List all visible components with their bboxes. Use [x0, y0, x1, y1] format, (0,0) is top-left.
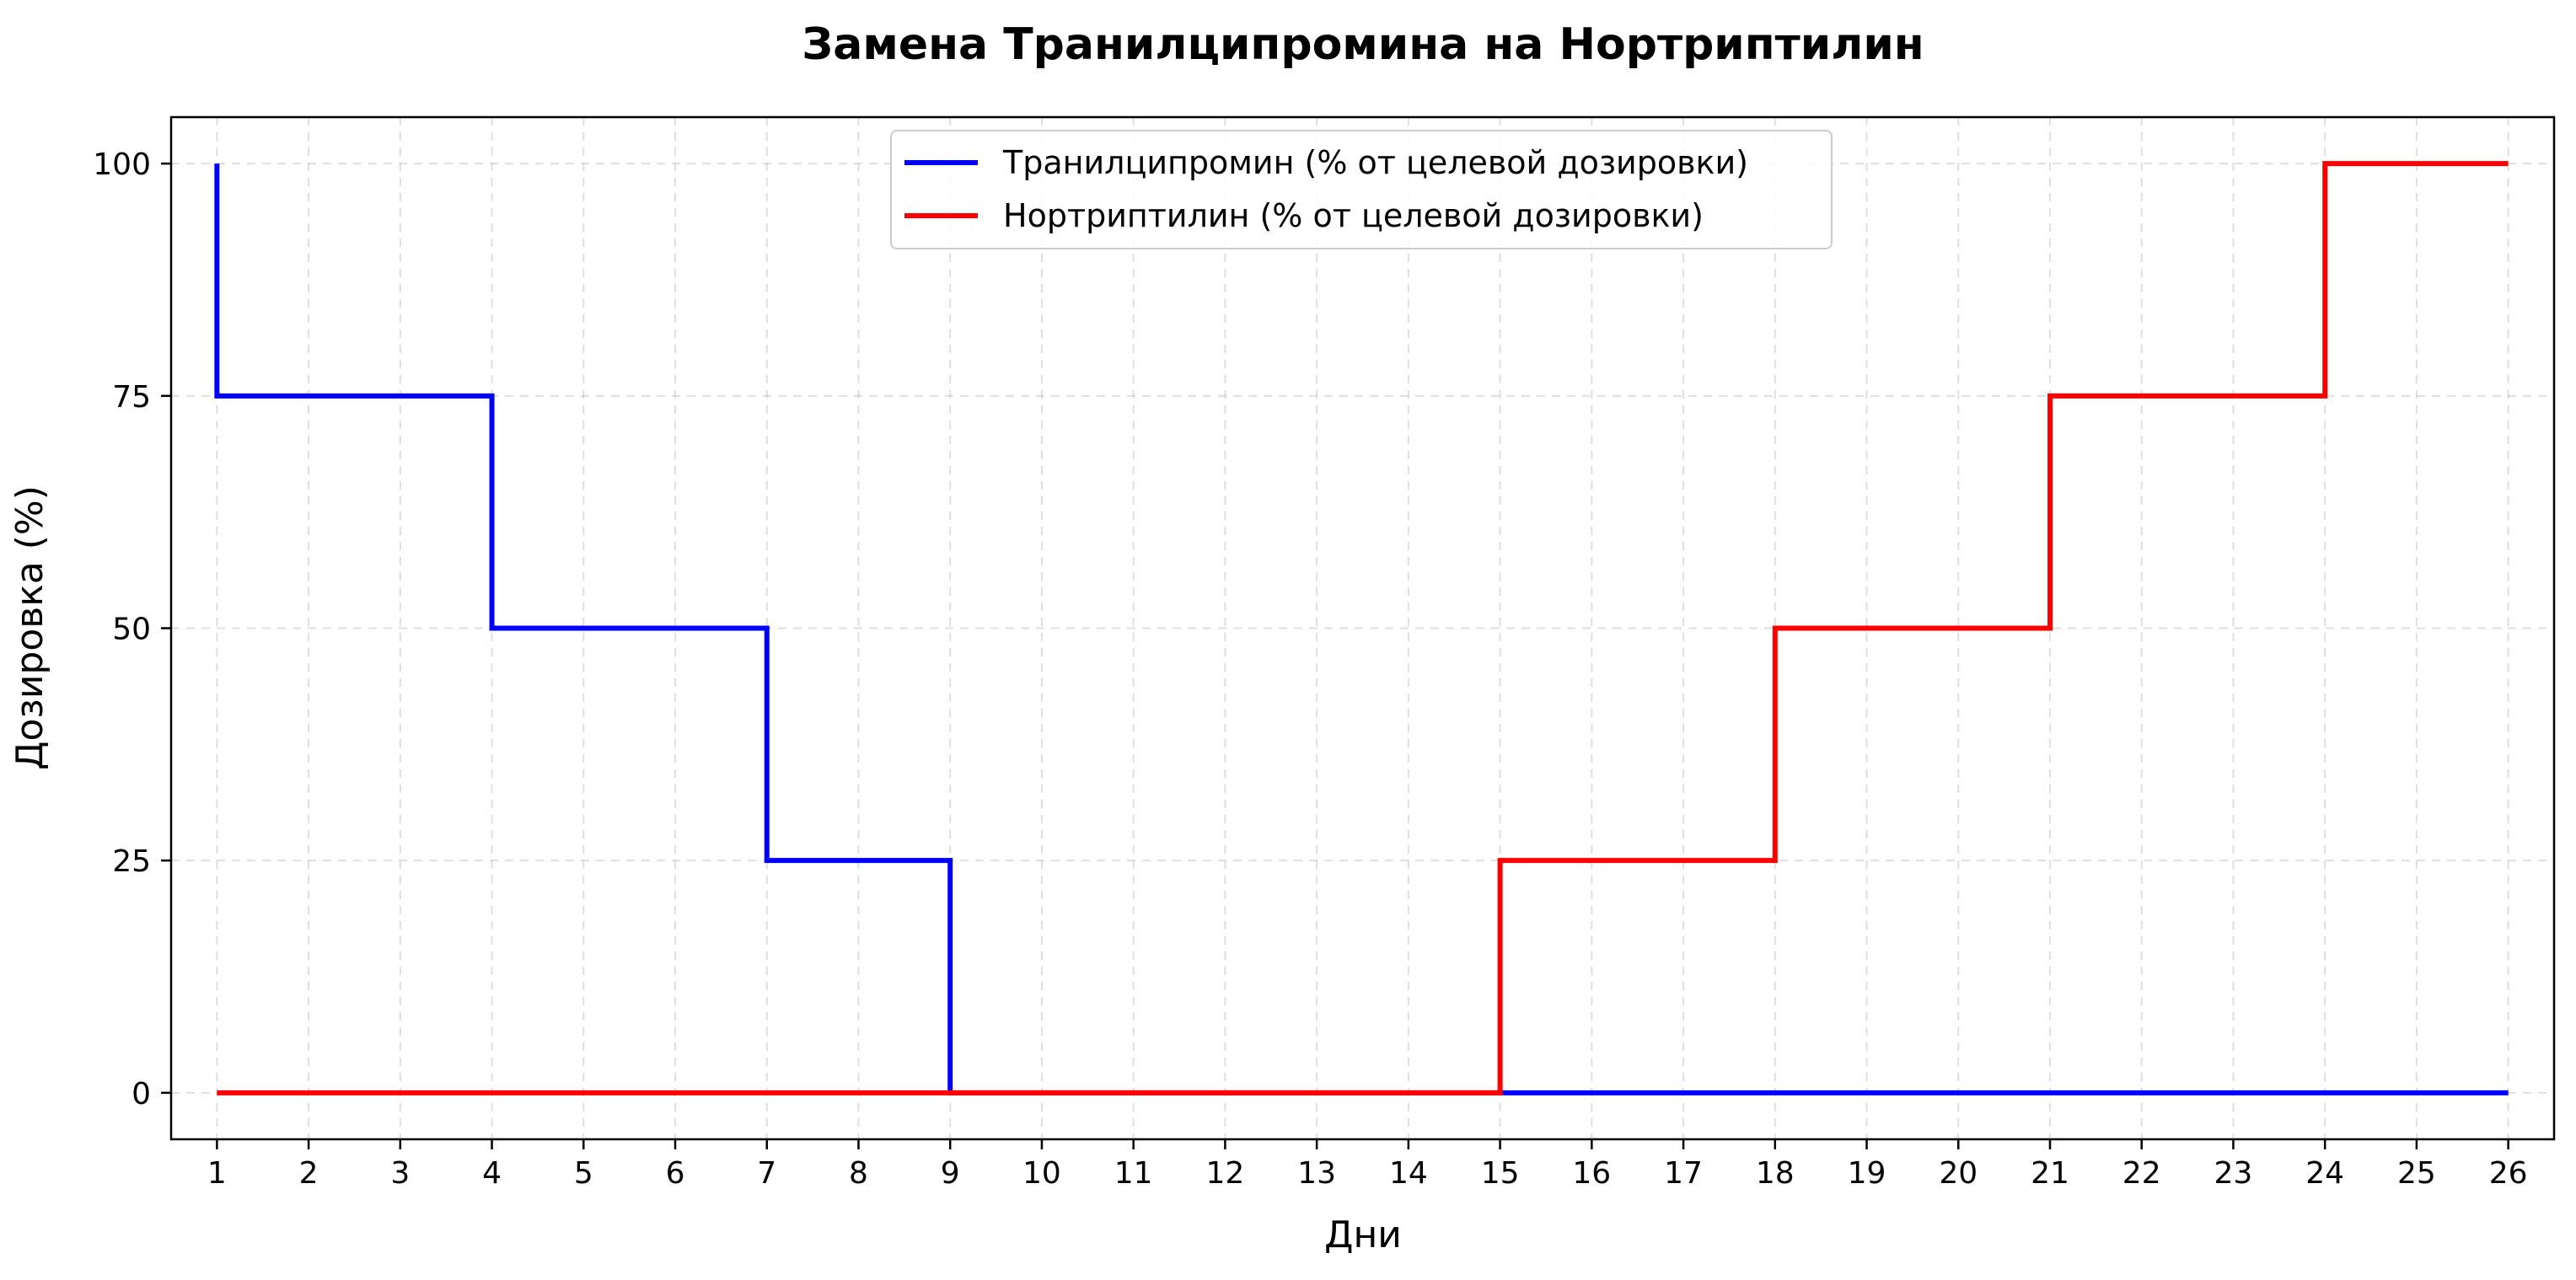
x-axis-label: Дни: [1324, 1213, 1402, 1256]
x-tick-label: 2: [299, 1156, 319, 1191]
y-axis: 0 25 50 75 100: [93, 147, 171, 1111]
series-line-nortriptyline: [217, 161, 2509, 1095]
x-axis: 1 2 3 4 5 6 7 8 9 10 11 12 13 14 15 16 17 18 19 20 21 22 23 24 2…: [207, 1139, 2528, 1191]
legend-label-nortriptyline: Нортриптилин (% от целевой дозировки): [1003, 197, 1704, 234]
x-tick-label: 11: [1114, 1156, 1153, 1191]
series-group: [214, 161, 2509, 1095]
x-tick-label: 1: [207, 1156, 227, 1191]
x-tick-label: 14: [1389, 1156, 1428, 1191]
legend-box: [890, 130, 1833, 249]
x-tick-label: 9: [941, 1156, 960, 1191]
legend-label-tranylcypromine: Транилципромин (% от целевой дозировки): [1002, 144, 1748, 181]
x-tick-label: 16: [1572, 1156, 1611, 1191]
x-tick-label: 6: [666, 1156, 685, 1191]
x-tick-label: 15: [1481, 1156, 1520, 1191]
x-tick-label: 18: [1756, 1156, 1795, 1191]
y-tick-label: 25: [112, 844, 151, 879]
x-tick-label: 8: [849, 1156, 868, 1191]
x-tick-label: 20: [1939, 1156, 1978, 1191]
x-tick-label: 5: [574, 1156, 593, 1191]
x-tick-label: 7: [757, 1156, 776, 1191]
x-tick-label: 21: [2031, 1156, 2069, 1191]
legend: Транилципромин (% от целевой дозировки) …: [890, 130, 1833, 249]
y-tick-label: 50: [112, 613, 151, 647]
x-tick-label: 4: [482, 1156, 502, 1191]
x-tick-label: 25: [2397, 1156, 2436, 1191]
x-tick-label: 3: [390, 1156, 410, 1191]
x-tick-label: 13: [1297, 1156, 1336, 1191]
chart-title: Замена Транилципромина на Нортриптилин: [802, 19, 1924, 70]
x-tick-label: 26: [2489, 1156, 2528, 1191]
y-axis-label: Дозировка (%): [8, 485, 51, 770]
x-tick-label: 17: [1664, 1156, 1703, 1191]
series-line-tranylcypromine: [214, 163, 2509, 1095]
x-tick-label: 23: [2214, 1156, 2253, 1191]
x-tick-label: 22: [2123, 1156, 2161, 1191]
x-tick-label: 12: [1205, 1156, 1244, 1191]
y-tick-label: 0: [131, 1077, 151, 1111]
y-tick-label: 100: [93, 147, 151, 182]
x-tick-label: 10: [1022, 1156, 1061, 1191]
x-tick-label: 19: [1848, 1156, 1886, 1191]
x-tick-label: 24: [2305, 1156, 2344, 1191]
y-tick-label: 75: [112, 380, 151, 415]
